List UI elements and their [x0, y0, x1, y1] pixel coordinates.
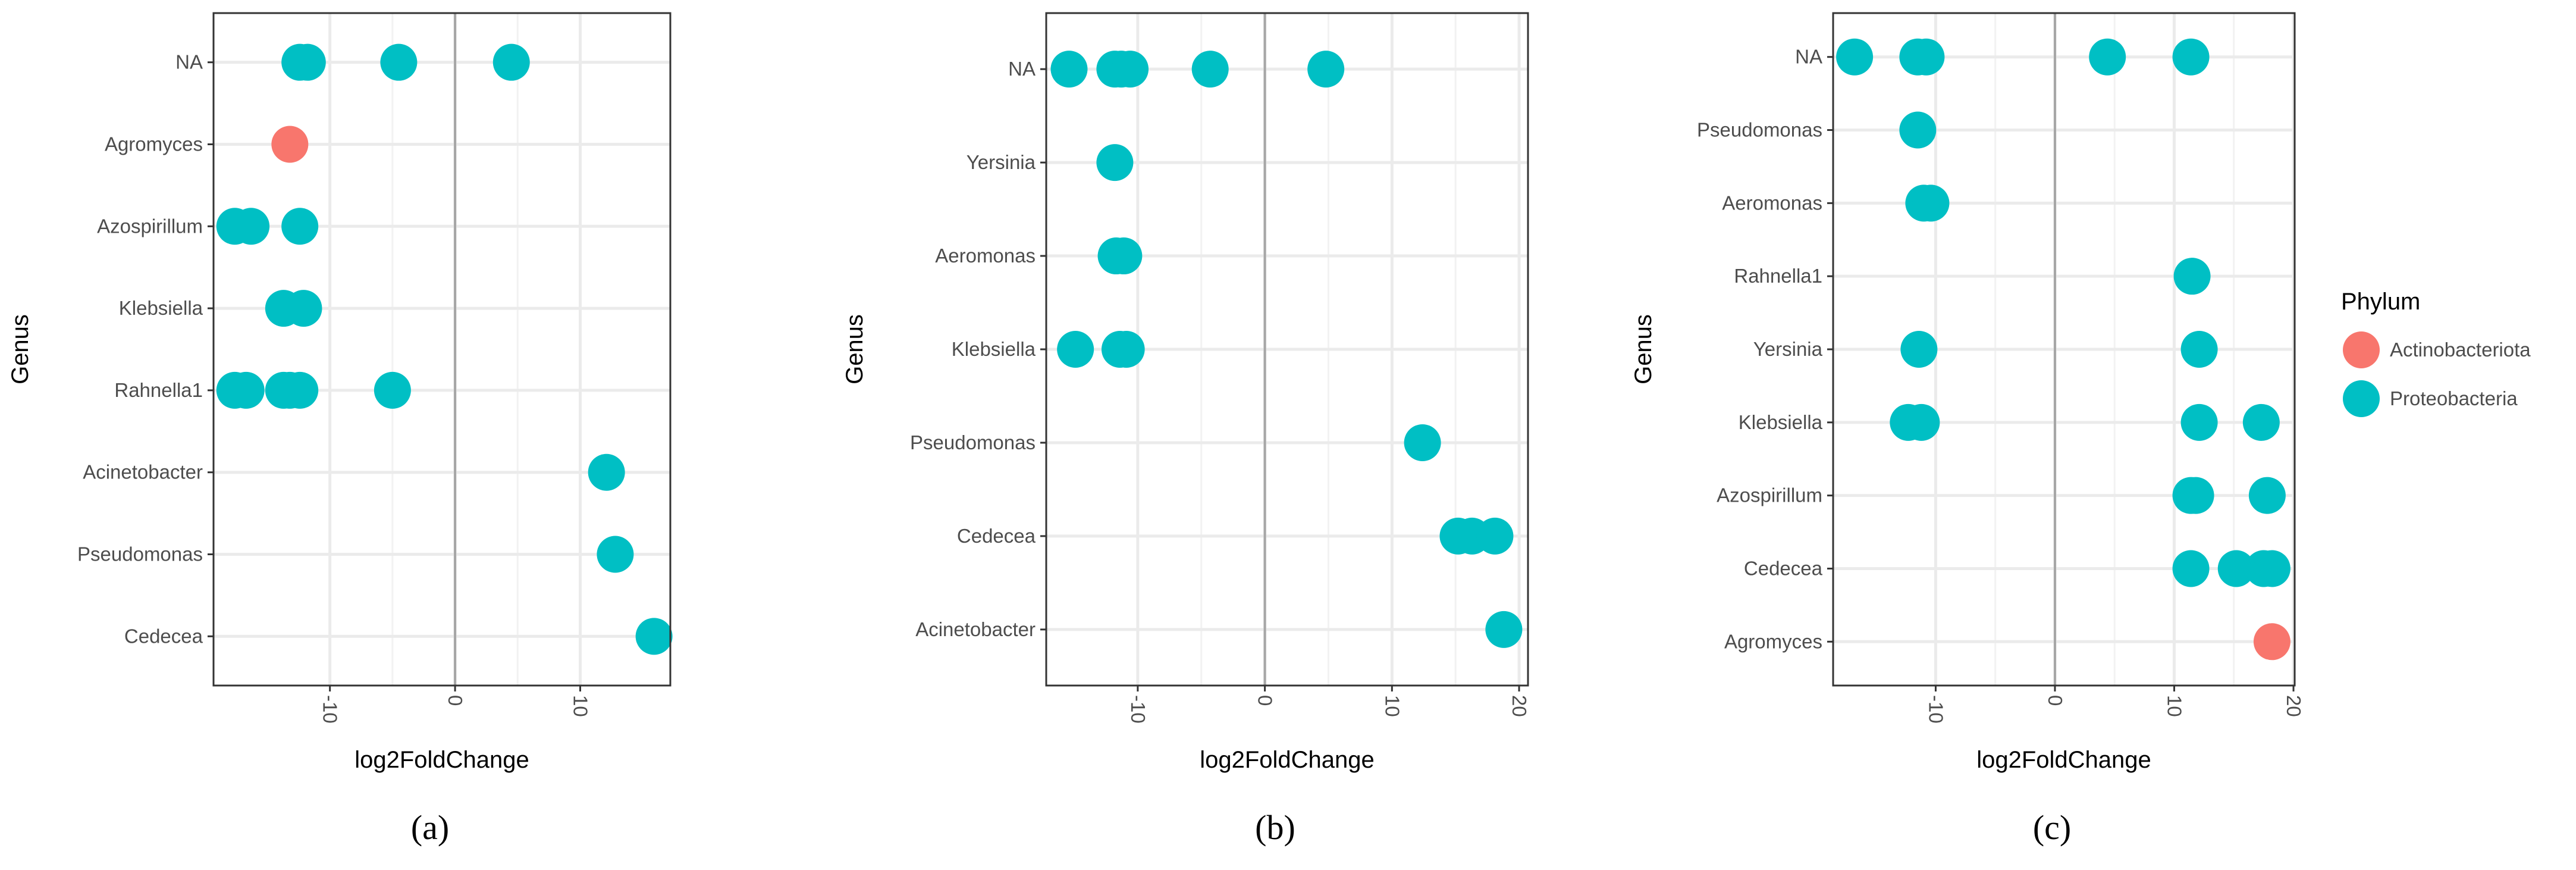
x-axis-title: log2FoldChange	[354, 747, 529, 773]
point	[1050, 51, 1088, 88]
point	[2089, 38, 2126, 76]
y-tick-label: Acinetobacter	[915, 618, 1036, 640]
x-axis-title: log2FoldChange	[1976, 747, 2151, 773]
point	[2253, 623, 2291, 661]
point	[285, 290, 322, 327]
point	[1907, 38, 1945, 76]
point	[1404, 424, 1441, 461]
y-axis-title: Genus	[842, 314, 868, 384]
point	[588, 453, 625, 491]
x-tick-label: -10	[1925, 695, 1947, 724]
y-tick-label: Yersinia	[967, 151, 1036, 173]
point	[2172, 550, 2210, 587]
legend-label: Proteobacteria	[2390, 387, 2518, 409]
y-tick-label: Pseudomonas	[1697, 119, 1822, 141]
point	[1900, 331, 1938, 368]
y-tick-label: Klebsiella	[119, 297, 203, 319]
point	[233, 208, 270, 245]
point	[2248, 477, 2286, 514]
point	[1057, 331, 1094, 368]
x-tick-label: 10	[2163, 695, 2185, 717]
y-tick-label: NA	[175, 51, 203, 73]
point	[1903, 403, 1940, 441]
y-tick-label: Yersinia	[1753, 338, 1823, 360]
x-tick-label: 20	[1508, 695, 1530, 717]
point	[271, 126, 309, 163]
y-tick-label: Pseudomonas	[77, 543, 203, 565]
point	[1485, 611, 1523, 648]
point	[1899, 111, 1937, 149]
point	[1836, 38, 1874, 76]
y-tick-label: Aeromonas	[935, 245, 1036, 267]
caption: (a)	[411, 808, 449, 847]
y-tick-label: Pseudomonas	[910, 431, 1036, 453]
y-tick-label: Klebsiella	[952, 338, 1036, 360]
point	[380, 43, 418, 81]
plot-panel	[214, 13, 670, 686]
legend-title: Phylum	[2341, 289, 2420, 315]
point	[1105, 237, 1143, 275]
point	[635, 618, 673, 655]
y-tick-label: NA	[1008, 58, 1036, 80]
y-axis-title: Genus	[1630, 314, 1656, 384]
y-tick-label: Azospirillum	[1717, 484, 1822, 506]
point	[2177, 477, 2214, 514]
y-tick-label: Cedecea	[1744, 557, 1823, 579]
plot-border	[212, 12, 672, 687]
y-tick-label: Agromyces	[1724, 630, 1822, 652]
x-tick-label: 20	[2283, 695, 2305, 717]
caption: (b)	[1255, 808, 1295, 847]
y-tick-label: Rahnella1	[114, 379, 203, 401]
point	[1476, 517, 1514, 555]
y-tick-label: Acinetobacter	[83, 461, 203, 483]
x-tick-label: -10	[319, 695, 341, 724]
x-tick-label: 0	[2044, 695, 2066, 706]
x-tick-label: 0	[444, 695, 466, 706]
point	[597, 536, 634, 573]
point	[1912, 184, 1950, 222]
point	[2253, 550, 2291, 587]
x-tick-label: 0	[1254, 695, 1276, 706]
y-tick-label: Agromyces	[105, 133, 203, 155]
point	[1112, 51, 1149, 88]
x-tick-label: 10	[1381, 695, 1403, 717]
x-tick-label: -10	[1127, 695, 1149, 724]
plot-border	[1045, 12, 1529, 687]
point	[1107, 331, 1145, 368]
caption: (c)	[2033, 808, 2071, 847]
legend-key	[2343, 331, 2380, 368]
point	[1191, 51, 1229, 88]
point	[2180, 403, 2218, 441]
y-tick-label: Rahnella1	[1734, 265, 1822, 287]
point	[288, 43, 326, 81]
point	[1096, 144, 1134, 181]
point	[2172, 38, 2210, 76]
y-tick-label: Klebsiella	[1739, 411, 1823, 433]
point	[2242, 403, 2280, 441]
x-axis-title: log2FoldChange	[1200, 747, 1375, 773]
point	[281, 371, 319, 409]
point	[227, 371, 265, 409]
y-tick-label: Azospirillum	[97, 215, 203, 237]
plot-border	[1832, 12, 2296, 687]
point	[281, 208, 319, 245]
y-tick-label: Aeromonas	[1722, 192, 1822, 214]
x-tick-label: 10	[570, 695, 592, 717]
y-tick-label: Cedecea	[124, 625, 203, 647]
legend-label: Actinobacteriota	[2390, 339, 2531, 361]
y-tick-label: NA	[1795, 46, 1822, 68]
point	[2180, 331, 2218, 368]
y-tick-label: Cedecea	[957, 525, 1036, 547]
y-axis-title: Genus	[7, 314, 33, 384]
point	[2217, 550, 2255, 587]
point	[1307, 51, 1345, 88]
point	[492, 43, 530, 81]
point	[2173, 258, 2211, 295]
point	[374, 371, 411, 409]
legend-key	[2343, 380, 2380, 417]
